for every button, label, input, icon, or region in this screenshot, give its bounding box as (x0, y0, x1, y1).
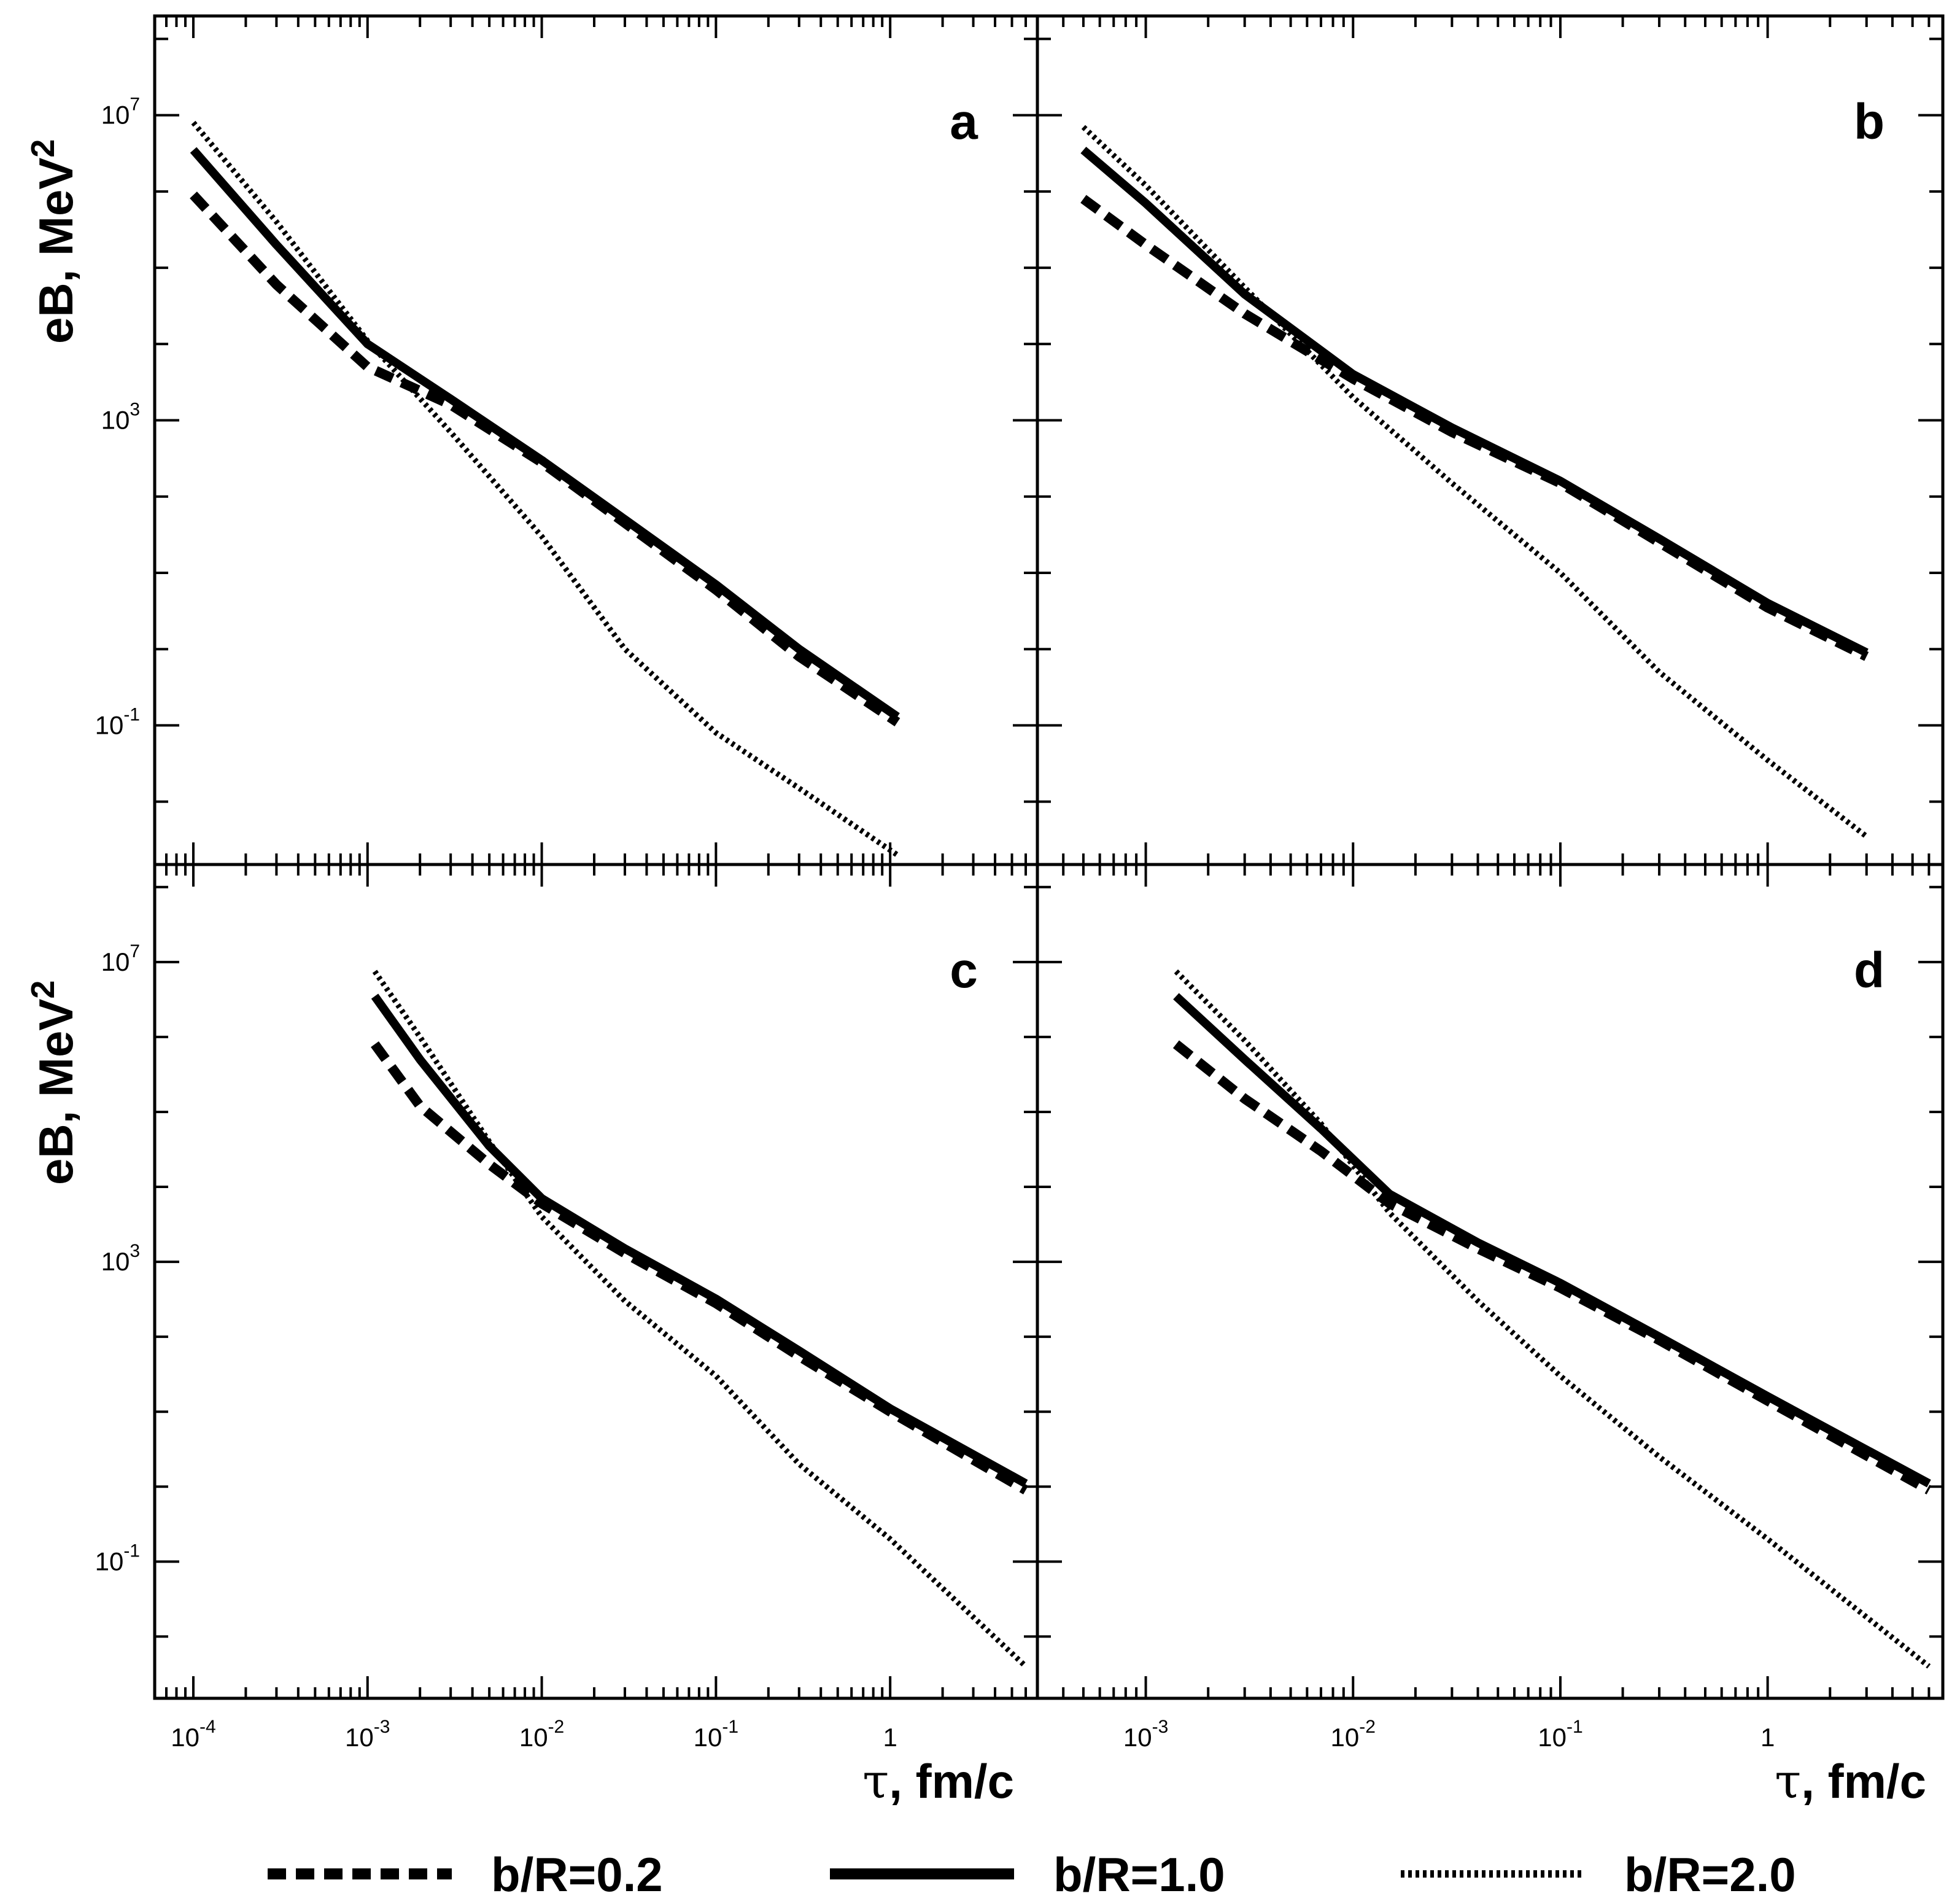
panel-b-label: b (1854, 94, 1884, 150)
y-axis-title-bottom-sup: 2 (25, 981, 61, 999)
y-axis-title-bottom-text: eB, MeV (29, 999, 83, 1185)
panel-d-x-tick-label: 1 (1761, 1723, 1775, 1752)
panel-d-x-tick-label: 10-1 (1538, 1717, 1582, 1752)
panel-c-x-tick-label: 10-2 (519, 1717, 564, 1752)
panel-a-y-tick-label: 10-1 (95, 704, 140, 739)
x-axis-title-left: τ, fm/c (862, 1754, 1014, 1809)
panel-c-y-tick-label: 103 (101, 1241, 140, 1276)
legend-label-0: b/R=0.2 (491, 1848, 663, 1902)
panel-d-label: d (1854, 942, 1884, 998)
panel-a-y-tick-label: 107 (101, 95, 140, 130)
x-axis-title-right: τ, fm/c (1775, 1754, 1926, 1809)
panel-d-series-solid (1173, 993, 1931, 1488)
y-axis-title-top-text: eB, MeV (29, 158, 83, 344)
legend: b/R=0.2 b/R=1.0 b/R=2.0 (268, 1848, 1796, 1902)
x-axis-title-left-text: , fm/c (889, 1754, 1014, 1808)
panel-c-x-tick-label: 1 (883, 1723, 897, 1752)
panel-d-series-dotted (1174, 969, 1931, 1669)
panel-d: 10-3 10-2 10-1 1 d (1036, 863, 1945, 1752)
panel-c-x-tick-label: 10-1 (694, 1717, 738, 1752)
legend-label-1: b/R=1.0 (1053, 1848, 1225, 1902)
x-axis-title-left-symbol: τ (862, 1754, 889, 1809)
panel-d-x-tick-label: 10-3 (1123, 1717, 1168, 1752)
panel-c-x-tick-label: 10-4 (171, 1717, 215, 1752)
y-axis-title-top-sup: 2 (25, 139, 61, 158)
panel-c-series-solid (371, 993, 1028, 1488)
y-axis-title-bottom: eB, MeV2 (25, 981, 83, 1185)
panel-c: 10-4 10-3 10-2 10-1 1 107 103 10-1 c (95, 863, 1039, 1752)
panel-d-frame (1036, 863, 1945, 1700)
legend-label-2: b/R=2.0 (1624, 1848, 1796, 1902)
panel-c-y-tick-label: 10-1 (95, 1541, 140, 1576)
panel-a-label: a (950, 94, 978, 150)
panel-c-x-tick-label: 10-3 (345, 1717, 390, 1752)
panel-c-label: c (950, 942, 978, 998)
panel-a-series-dotted (191, 120, 899, 858)
x-axis-title-right-text: , fm/c (1801, 1754, 1926, 1808)
panels: 107 103 10-1 a b 10-4 10-3 10-2 10-1 1 107 103 10-1 c… (95, 14, 1945, 1752)
panel-a-series-solid (190, 147, 900, 721)
panel-c-y-tick-label: 107 (101, 941, 140, 976)
panel-b-series-dotted (1081, 125, 1869, 839)
panel-b-series-solid (1080, 146, 1869, 657)
y-axis-title-top: eB, MeV2 (25, 139, 83, 344)
x-axis-title-right-symbol: τ (1775, 1754, 1801, 1809)
panel-d-x-tick-label: 10-2 (1331, 1717, 1376, 1752)
panel-a-y-tick-label: 103 (101, 400, 140, 435)
